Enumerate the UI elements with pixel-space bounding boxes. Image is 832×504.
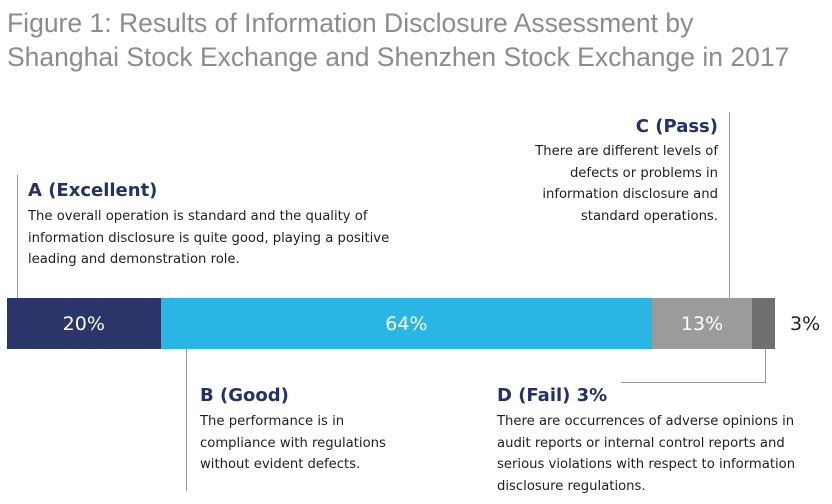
bar-segment-a: 20% [7, 298, 161, 349]
leader-line-b [186, 349, 187, 491]
leader-line-d-horizontal [621, 382, 766, 383]
grade-b-description: The performance is in compliance with re… [200, 414, 386, 472]
grade-c-description: There are different levels of defects or… [535, 144, 718, 224]
leader-line-c [729, 112, 730, 298]
grade-d-name: D (Fail) 3% [497, 385, 608, 406]
grade-a-description: The overall operation is standard and th… [28, 209, 390, 267]
bar-segment-b: 64% [160, 298, 653, 349]
grade-a-name: A (Excellent) [28, 180, 158, 201]
stacked-bar: 20% 64% 13% [7, 298, 775, 349]
bar-label-d: 3% [790, 313, 821, 335]
bar-label-c: 13% [680, 312, 724, 335]
bar-label-a: 20% [62, 312, 105, 335]
grade-c-name: C (Pass) [635, 116, 718, 137]
bar-segment-d [751, 298, 775, 349]
grade-d-description: There are occurrences of adverse opinion… [497, 414, 796, 494]
bar-label-b: 64% [385, 312, 428, 335]
leader-line-d [765, 349, 766, 382]
grade-b-name: B (Good) [200, 385, 289, 406]
chart-title: Figure 1: Results of Information Disclos… [7, 8, 790, 72]
leader-line-a [17, 175, 18, 298]
bar-segment-c: 13% [652, 298, 752, 349]
